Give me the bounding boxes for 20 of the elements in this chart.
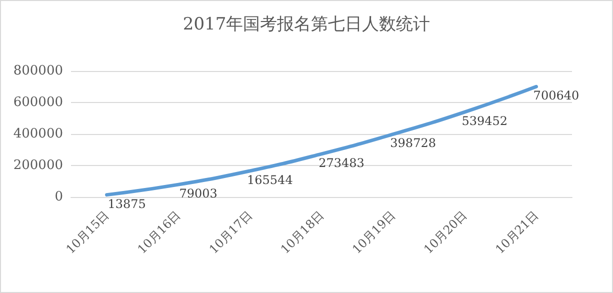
x-tick-label: 10月20日 xyxy=(421,208,470,256)
x-tick-label: 10月18日 xyxy=(278,208,326,256)
data-label: 398728 xyxy=(390,136,436,150)
data-label: 539452 xyxy=(462,114,508,128)
x-tick-label: 10月19日 xyxy=(350,208,398,256)
x-tick-label: 10月17日 xyxy=(206,208,255,256)
y-tick-label: 400000 xyxy=(13,126,63,142)
x-tick-label: 10月16日 xyxy=(134,208,184,256)
data-label: 273483 xyxy=(318,156,364,170)
y-tick-label: 0 xyxy=(54,190,63,204)
y-tick-label: 600000 xyxy=(13,95,63,110)
data-label: 13875 xyxy=(108,196,146,211)
data-label: 700640 xyxy=(533,88,580,103)
x-tick-label: 10月21日 xyxy=(492,208,542,256)
chart-title: 2017年国考报名第七日人数统计 xyxy=(182,14,430,34)
data-label: 165544 xyxy=(247,172,294,187)
y-tick-label: 800000 xyxy=(13,64,63,78)
x-tick-label: 10月15日 xyxy=(63,208,112,256)
y-tick-label: 200000 xyxy=(13,158,63,173)
data-label: 79003 xyxy=(179,186,218,201)
